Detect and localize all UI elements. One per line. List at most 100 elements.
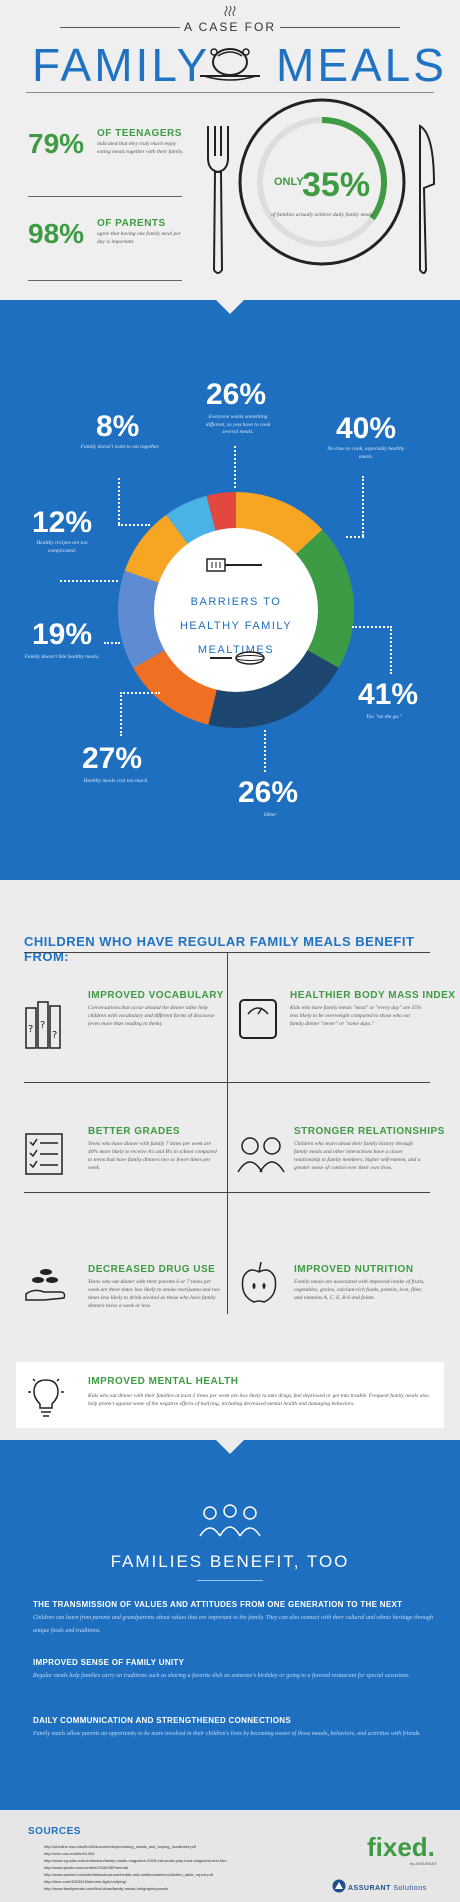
source-link[interactable]: http://ohioline.osu.edu/flm02/documents/… bbox=[44, 1844, 196, 1849]
assurant-logo-icon bbox=[332, 1879, 346, 1893]
source-link[interactable]: http://www.familymeals.com/find-ideas/fa… bbox=[44, 1886, 169, 1891]
benefit-title: IMPROVED NUTRITION bbox=[294, 1264, 414, 1275]
notch-top bbox=[216, 1440, 244, 1454]
benefit-desc: Teens who eat dinner with their parents … bbox=[88, 1279, 220, 1309]
families-section: FAMILIES BENEFIT, TOO THE TRANSMISSION O… bbox=[0, 1440, 460, 1810]
source-link[interactable]: http://www.ipsdiv.com/content/2016/08/Pa… bbox=[44, 1865, 128, 1870]
barriers-donut-chart bbox=[118, 492, 354, 728]
barrier-leader bbox=[118, 524, 150, 526]
center-line: MEALTIMES bbox=[197, 644, 275, 656]
barrier-value: 27% bbox=[82, 742, 143, 775]
benefit-title: IMPROVED VOCABULARY bbox=[88, 990, 224, 1001]
fork-icon bbox=[207, 126, 229, 274]
sources-list: http://ohioline.osu.edu/flm02/documents/… bbox=[44, 1843, 344, 1892]
benefit-desc: Conversations that occur around the dinn… bbox=[88, 1005, 215, 1027]
barrier-leader bbox=[362, 476, 364, 536]
stat-value: 79% bbox=[28, 128, 85, 159]
benefit-desc: Kids who have family meals "most" or "ev… bbox=[290, 1005, 422, 1027]
fixed-logo-byline: by ASSURANT bbox=[410, 1861, 437, 1866]
benefit-title: IMPROVED MENTAL HEALTH bbox=[88, 1376, 239, 1387]
barrier-leader bbox=[120, 692, 160, 694]
barrier-desc: Family doesn't want to eat together. bbox=[80, 444, 160, 450]
barrier-desc: Too "on the go." bbox=[366, 714, 402, 720]
stat-divider bbox=[28, 280, 182, 281]
barrier-desc: Everyone wants something different, so y… bbox=[205, 414, 271, 435]
benefit-desc: Family meals are associated with improve… bbox=[294, 1279, 425, 1301]
assurant-name: ASSURANT bbox=[348, 1885, 391, 1892]
barrier-leader bbox=[390, 626, 392, 674]
benefits-vertical-rule bbox=[227, 952, 228, 1314]
families-item-desc: Children can learn from parents and gran… bbox=[33, 1615, 433, 1634]
only-value: 35% bbox=[302, 166, 371, 204]
stat-value: 98% bbox=[28, 218, 85, 249]
assurant-suffix: Solutions bbox=[393, 1885, 427, 1892]
center-line: HEALTHY FAMILY bbox=[179, 620, 293, 632]
svg-text:?: ? bbox=[40, 1020, 45, 1031]
family-icon bbox=[237, 1137, 285, 1173]
notch-top bbox=[216, 300, 244, 314]
family-group-icon bbox=[199, 1504, 261, 1537]
source-link[interactable]: http://ohio.osu.edu/fs/45-061 bbox=[44, 1851, 95, 1856]
center-line: BARRIERS TO bbox=[190, 596, 282, 608]
kicker: A CASE FOR bbox=[183, 20, 277, 34]
books-icon: ? ? ? bbox=[25, 1001, 61, 1049]
scale-icon bbox=[239, 999, 277, 1039]
families-title: FAMILIES BENEFIT, TOO bbox=[110, 1552, 350, 1571]
benefit-desc: Children who learn about their family hi… bbox=[294, 1141, 421, 1171]
sources-heading: SOURCES bbox=[28, 1826, 81, 1837]
families-item-desc: Regular meals help families carry on tra… bbox=[33, 1673, 410, 1679]
roast-chicken-icon bbox=[200, 48, 260, 81]
barrier-desc: Family doesn't like healthy meals. bbox=[24, 654, 100, 660]
whisk-icon bbox=[210, 651, 265, 665]
benefits-rule bbox=[24, 1192, 430, 1193]
barrier-leader bbox=[104, 642, 120, 644]
source-link[interactable]: http://time.com/3023819/dinners-fight-bu… bbox=[44, 1879, 127, 1884]
stat-desc: agree that having one family meal per da… bbox=[97, 231, 181, 245]
barrier-leader bbox=[346, 536, 364, 538]
families-item-heading: DAILY COMMUNICATION AND STRENGTHENED CON… bbox=[33, 1716, 291, 1725]
benefits-heading: CHILDREN WHO HAVE REGULAR FAMILY MEALS B… bbox=[24, 934, 415, 964]
benefits-section: CHILDREN WHO HAVE REGULAR FAMILY MEALS B… bbox=[0, 880, 460, 1440]
barrier-desc: Healthy recipes are too complicated. bbox=[36, 540, 88, 554]
stat-label: OF PARENTS bbox=[97, 218, 166, 229]
stat-desc: indicated that they truly much enjoy eat… bbox=[97, 141, 184, 155]
benefit-desc: Kids who eat dinner with their families … bbox=[88, 1393, 429, 1407]
barrier-desc: No time to cook, especially healthy meal… bbox=[327, 446, 405, 460]
checklist-icon bbox=[25, 1133, 63, 1175]
spatula-icon bbox=[206, 558, 262, 572]
source-link[interactable]: http://www.webmd.com/diet/default-source… bbox=[44, 1872, 213, 1877]
barrier-value: 8% bbox=[96, 410, 140, 443]
svg-text:?: ? bbox=[28, 1024, 33, 1035]
header-section: A CASE FOR FAMILY MEALS 79% OF TEENAGERS… bbox=[0, 0, 460, 300]
families-rule bbox=[197, 1580, 263, 1581]
barriers-center-title: BARRIERS TO HEALTHY FAMILY MEALTIMES bbox=[176, 590, 296, 662]
barrier-leader bbox=[234, 446, 236, 488]
only-desc: of families actually achieve daily famil… bbox=[271, 212, 375, 218]
plate-icon bbox=[238, 98, 406, 266]
families-item-desc: Family meals allow parents an opportunit… bbox=[33, 1731, 421, 1737]
barrier-value: 40% bbox=[336, 412, 397, 445]
barrier-leader bbox=[120, 692, 122, 736]
stat-divider bbox=[28, 196, 182, 197]
knife-icon bbox=[419, 124, 436, 274]
benefit-title: STRONGER RELATIONSHIPS bbox=[294, 1126, 445, 1137]
svg-text:?: ? bbox=[52, 1030, 57, 1041]
fixed-logo: fixed. bbox=[367, 1832, 435, 1862]
source-link[interactable]: http://www.cg.ndsu.edu/extension/family-… bbox=[44, 1858, 227, 1863]
only-progress-arc bbox=[321, 117, 387, 221]
title-right: MEALS bbox=[276, 39, 447, 91]
barrier-value: 12% bbox=[32, 506, 93, 539]
benefit-desc: Teens who have dinner with family 7 time… bbox=[88, 1141, 217, 1171]
barrier-value: 26% bbox=[206, 378, 267, 411]
families-item-heading: IMPROVED SENSE OF FAMILY UNITY bbox=[33, 1658, 185, 1667]
kicker-rule-right bbox=[280, 27, 400, 28]
barrier-desc: Healthy meals cost too much. bbox=[83, 778, 149, 784]
families-item-heading: THE TRANSMISSION OF VALUES AND ATTITUDES… bbox=[33, 1600, 403, 1609]
barrier-desc: Other bbox=[263, 812, 277, 818]
pills-hand-icon bbox=[25, 1269, 66, 1301]
barrier-leader bbox=[60, 580, 118, 582]
lightbulb-icon bbox=[28, 1378, 64, 1417]
mental-health-box: IMPROVED MENTAL HEALTH Kids who eat dinn… bbox=[16, 1362, 444, 1428]
benefit-title: DECREASED DRUG USE bbox=[88, 1264, 216, 1275]
